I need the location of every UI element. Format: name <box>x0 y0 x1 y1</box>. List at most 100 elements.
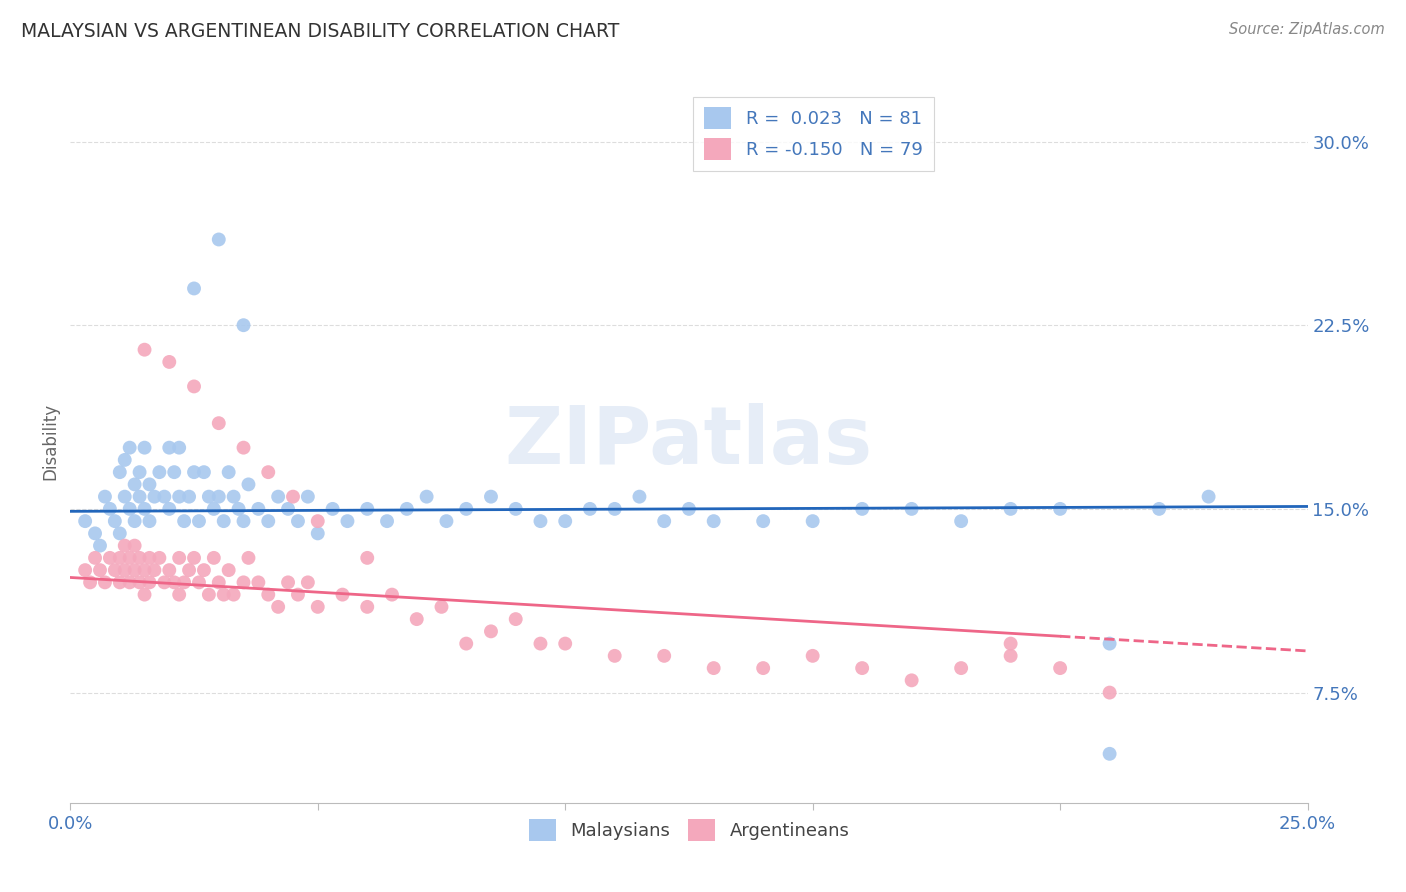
Point <box>212 588 235 602</box>
Point <box>188 575 211 590</box>
Point <box>218 563 240 577</box>
Point <box>247 502 270 516</box>
Point <box>79 575 101 590</box>
Point <box>128 465 150 479</box>
Point <box>1098 637 1121 651</box>
Point <box>138 575 160 590</box>
Point <box>183 281 205 295</box>
Point <box>134 588 156 602</box>
Point <box>134 563 156 577</box>
Point <box>157 563 180 577</box>
Point <box>277 575 299 590</box>
Point <box>98 502 121 516</box>
Point <box>108 465 131 479</box>
Point <box>94 490 117 504</box>
Point <box>108 550 131 565</box>
Point <box>247 575 270 590</box>
Point <box>208 232 231 246</box>
Point <box>114 539 136 553</box>
Point <box>703 514 725 528</box>
Point <box>297 490 319 504</box>
Point <box>356 502 378 516</box>
Point <box>157 441 180 455</box>
Point <box>128 490 150 504</box>
Point <box>114 563 136 577</box>
Point <box>456 502 478 516</box>
Point <box>1098 747 1121 761</box>
Point <box>183 465 205 479</box>
Point <box>1000 648 1022 663</box>
Point <box>124 477 146 491</box>
Point <box>950 661 973 675</box>
Point <box>84 550 107 565</box>
Point <box>356 550 378 565</box>
Point <box>900 502 922 516</box>
Point <box>104 514 127 528</box>
Point <box>75 514 97 528</box>
Point <box>652 514 675 528</box>
Point <box>801 514 824 528</box>
Point <box>257 588 280 602</box>
Point <box>267 490 290 504</box>
Point <box>157 502 180 516</box>
Point <box>202 550 225 565</box>
Point <box>124 539 146 553</box>
Point <box>307 599 329 614</box>
Point <box>287 588 309 602</box>
Point <box>232 575 254 590</box>
Point <box>505 612 527 626</box>
Point <box>436 514 458 528</box>
Point <box>287 514 309 528</box>
Point <box>1049 502 1071 516</box>
Point <box>1000 502 1022 516</box>
Point <box>98 550 121 565</box>
Point <box>456 637 478 651</box>
Point <box>529 514 551 528</box>
Point <box>222 490 245 504</box>
Point <box>1000 637 1022 651</box>
Point <box>128 550 150 565</box>
Point <box>430 599 453 614</box>
Point <box>336 514 359 528</box>
Point <box>238 477 260 491</box>
Point <box>356 599 378 614</box>
Point <box>281 490 304 504</box>
Point <box>307 526 329 541</box>
Point <box>148 465 170 479</box>
Point <box>375 514 398 528</box>
Point <box>75 563 97 577</box>
Point <box>678 502 700 516</box>
Point <box>415 490 437 504</box>
Point <box>579 502 602 516</box>
Point <box>1098 685 1121 699</box>
Point <box>138 514 160 528</box>
Point <box>603 648 626 663</box>
Point <box>153 575 176 590</box>
Point <box>202 502 225 516</box>
Point <box>752 661 775 675</box>
Point <box>163 465 186 479</box>
Point <box>89 539 111 553</box>
Point <box>652 648 675 663</box>
Point <box>188 514 211 528</box>
Point <box>703 661 725 675</box>
Point <box>208 575 231 590</box>
Legend: Malaysians, Argentineans: Malaysians, Argentineans <box>522 812 856 848</box>
Point <box>222 588 245 602</box>
Point <box>134 441 156 455</box>
Y-axis label: Disability: Disability <box>41 403 59 480</box>
Point <box>277 502 299 516</box>
Point <box>381 588 404 602</box>
Point <box>114 453 136 467</box>
Point <box>232 514 254 528</box>
Point <box>257 465 280 479</box>
Point <box>134 343 156 357</box>
Point <box>94 575 117 590</box>
Point <box>529 637 551 651</box>
Point <box>167 588 190 602</box>
Point <box>198 490 221 504</box>
Point <box>173 514 195 528</box>
Point <box>1049 661 1071 675</box>
Point <box>851 661 873 675</box>
Point <box>128 575 150 590</box>
